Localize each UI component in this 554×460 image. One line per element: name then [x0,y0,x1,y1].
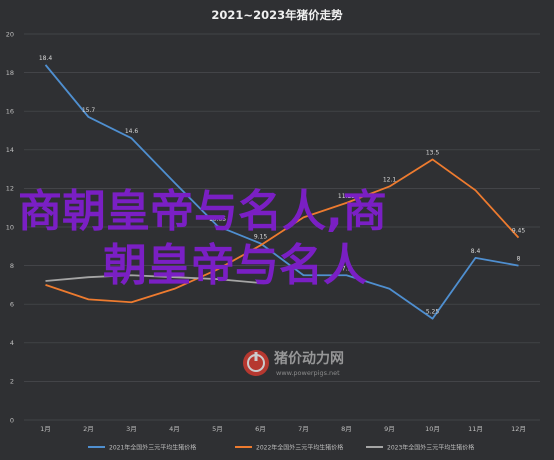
y-tick-label: 8 [10,262,14,270]
x-tick-label: 1月 [40,425,51,433]
data-label: 18.4 [39,55,53,62]
overlay-line-1: 商朝皇帝与名人,商 [18,186,387,237]
series-line-2 [45,158,520,304]
x-tick-label: 11月 [468,425,483,433]
data-labels: 18.4 15.7 14.6 10.05 9.15 7.5 5.25 8.4 8 11.25 12.… [39,55,526,316]
x-tick-label: 12月 [511,425,526,433]
data-label: 7.5 [342,265,352,272]
y-tick-label: 16 [6,108,14,116]
series-lines [44,64,520,320]
data-label: 9.15 [254,233,268,240]
y-tick-label: 10 [6,223,14,231]
x-axis: 1月 2月 3月 4月 5月 6月 7月 8月 9月 10月 11月 12月 [40,425,526,433]
series-line-1 [44,64,519,320]
legend-entry-2: 2022年全国外三元平均生猪价格 [256,444,343,452]
y-axis: 0 2 4 6 8 10 12 14 16 18 20 [6,30,14,424]
x-tick-label: 6月 [255,425,266,433]
y-tick-label: 12 [6,185,14,193]
data-label: 14.6 [125,128,139,135]
data-label: 5.25 [426,309,440,316]
x-tick-label: 9月 [384,425,395,433]
watermark-name: 猪价动力网 [273,350,344,367]
watermark-url: www.powerpigs.net [276,369,340,377]
grid [24,33,540,421]
data-label: 9.45 [512,228,526,235]
watermark: 猪价动力网 www.powerpigs.net [243,350,344,377]
pig-logo-icon [243,350,269,376]
y-tick-label: 18 [6,69,14,77]
data-label: 11.25 [338,193,355,200]
y-tick-label: 2 [10,378,14,386]
data-label: 15.7 [82,107,96,114]
overlay-line-2: 朝皇帝与名人 [103,240,367,291]
x-tick-label: 2月 [83,425,94,433]
y-tick-label: 4 [10,339,14,347]
x-tick-label: 8月 [341,425,352,433]
x-tick-label: 5月 [212,425,223,433]
data-label: 12.1 [383,176,397,183]
chart-title: 2021~2023年猪价走势 [211,8,343,22]
y-tick-label: 14 [6,146,14,154]
overlay-text: 商朝皇帝与名人,商 朝皇帝与名人 [18,186,387,291]
data-label: 13.5 [426,149,440,156]
data-label: 10.05 [209,216,226,223]
x-tick-label: 4月 [169,425,180,433]
legend-entry-3: 2023年全国外三元平均生猪价格 [387,444,474,452]
x-tick-label: 3月 [126,425,137,433]
series-line-3 [45,274,261,284]
legend-entry-1: 2021年全国外三元平均生猪价格 [109,444,196,452]
x-tick-label: 7月 [298,425,309,433]
data-label: 8.4 [471,248,481,255]
y-tick-label: 0 [10,416,14,424]
y-tick-label: 20 [6,30,14,38]
data-label: 8 [517,256,521,263]
x-tick-label: 10月 [425,425,440,433]
y-tick-label: 6 [10,301,14,309]
legend: 2021年全国外三元平均生猪价格 2022年全国外三元平均生猪价格 2023年全国外… [88,444,474,452]
